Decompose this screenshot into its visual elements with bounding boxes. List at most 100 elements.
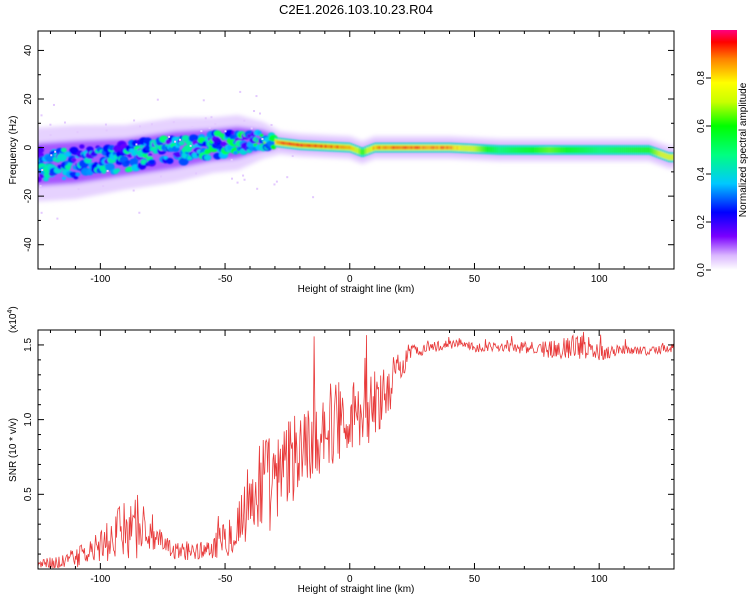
spectrogram-band <box>546 147 548 153</box>
spectrogram-halo-cell <box>380 140 384 155</box>
spectrogram-band <box>556 147 558 153</box>
spectrogram-blob <box>61 147 67 153</box>
spectrogram-blob <box>104 162 115 171</box>
spectrogram-speckle <box>138 211 141 214</box>
spectrogram-band <box>631 147 634 153</box>
spectrogram-speckle <box>172 121 175 124</box>
spectrogram-core <box>416 145 419 150</box>
spectrogram-blob <box>125 160 131 165</box>
colorbar-label: Normalized spectral amplitude <box>738 82 749 217</box>
spectrogram-band <box>655 149 658 156</box>
spectrogram-speckle <box>40 114 43 117</box>
spectrogram-core <box>402 145 405 150</box>
spectrogram-core <box>274 140 277 144</box>
spectrogram-core <box>442 145 445 150</box>
spectrogram-band <box>364 148 367 155</box>
spectrogram-speckle <box>39 185 42 188</box>
spectrogram-blob <box>257 131 262 135</box>
spectrogram-speckle <box>291 155 294 158</box>
spectrogram-halo-cell <box>480 142 484 156</box>
spectrogram-band <box>582 147 584 153</box>
spectrogram-speckle <box>243 178 246 181</box>
spectrogram-band <box>645 147 648 153</box>
spectrogram-band <box>496 146 498 153</box>
spectrogram-core <box>374 145 377 150</box>
spectrogram-speckle <box>139 125 142 128</box>
spectrogram-blob <box>85 160 90 164</box>
spectrogram-xtick-label: 50 <box>469 274 481 285</box>
snr-xlabel: Height of straight line (km) <box>298 584 415 595</box>
spectrogram-core <box>330 145 333 149</box>
colorbar: 0.0 0.2 0.4 0.6 0.8 Normalized spectral ampl… <box>696 30 749 277</box>
spectrogram-speckle <box>77 188 80 191</box>
spectrogram-core <box>336 145 339 149</box>
spectrogram-halo-cell <box>610 143 614 157</box>
spectrogram-core <box>424 145 427 150</box>
spectrogram-halo-cell <box>400 140 404 155</box>
spectrogram-speckle <box>214 123 217 126</box>
spectrogram-halo-cell <box>580 143 584 157</box>
spectrogram-band <box>482 146 484 153</box>
spectrogram-core <box>282 141 285 145</box>
spectrogram-band <box>510 147 512 153</box>
spectrogram-core <box>398 145 401 150</box>
snr-scale-open: (x10 <box>8 313 19 333</box>
spectrogram-xtick-label: 0 <box>347 274 353 285</box>
spectrogram-band <box>520 147 522 153</box>
spectrogram-core <box>308 144 311 148</box>
spectrogram-band <box>633 147 636 153</box>
spectrogram-halo-cell <box>420 140 424 155</box>
spectrogram-core <box>384 145 387 150</box>
spectrogram-core <box>440 145 443 150</box>
spectrogram-band <box>492 146 494 153</box>
spectrogram-band <box>356 147 359 154</box>
spectrogram-core <box>276 140 279 144</box>
spectrogram-band <box>612 147 614 153</box>
spectrogram-speckle <box>243 119 246 122</box>
spectrogram-speckle <box>189 144 192 147</box>
spectrogram-band <box>476 145 478 152</box>
spectrogram-core <box>370 147 373 151</box>
spectrogram-speckle <box>230 158 233 161</box>
spectrogram-band <box>628 147 630 153</box>
spectrogram-speckle <box>50 154 53 157</box>
spectrogram-band <box>594 147 596 153</box>
spectrogram-band <box>354 146 357 153</box>
spectrogram-ytick-label: 20 <box>23 93 34 105</box>
spectrogram-core <box>410 145 413 150</box>
spectrogram-speckle <box>52 103 55 106</box>
spectrogram-band <box>534 147 536 153</box>
spectrogram-halo-cell <box>131 137 135 175</box>
spectrogram-halo-cell <box>620 143 624 157</box>
spectrogram-blob <box>142 152 150 158</box>
spectrogram-speckle <box>273 183 276 186</box>
spectrogram-blob <box>56 153 67 162</box>
spectrogram-blob <box>259 133 264 137</box>
spectrogram-band <box>564 147 566 153</box>
spectrogram-speckle <box>168 135 171 138</box>
spectrogram-band <box>649 147 652 154</box>
spectrogram-ytick-label: -20 <box>23 188 34 203</box>
spectrogram-halo-cell <box>590 143 594 157</box>
spectrogram-halo-cell <box>73 140 78 184</box>
spectrogram-band <box>524 147 526 153</box>
spectrogram-halo-cell <box>151 134 155 172</box>
spectrogram-blob <box>165 157 174 164</box>
spectrogram-halo-cell <box>520 143 524 157</box>
spectrogram-blob <box>127 153 133 158</box>
spectrogram-band <box>516 147 518 153</box>
spectrogram-halo-cell <box>350 141 354 156</box>
spectrogram-core <box>420 145 423 150</box>
spectrogram-band <box>608 147 610 153</box>
spectrogram-core <box>316 144 319 148</box>
spectrogram-band <box>506 147 508 153</box>
spectrogram-halo-cell <box>540 143 544 157</box>
spectrogram-band <box>560 147 562 153</box>
snr-ytick-label: 0.5 <box>23 487 34 501</box>
spectrogram-halo-cell <box>560 143 564 157</box>
spectrogram-halo-cell <box>201 129 205 164</box>
spectrogram-halo-cell <box>246 127 250 156</box>
spectrogram-band <box>358 148 361 155</box>
spectrogram-core <box>322 144 325 148</box>
